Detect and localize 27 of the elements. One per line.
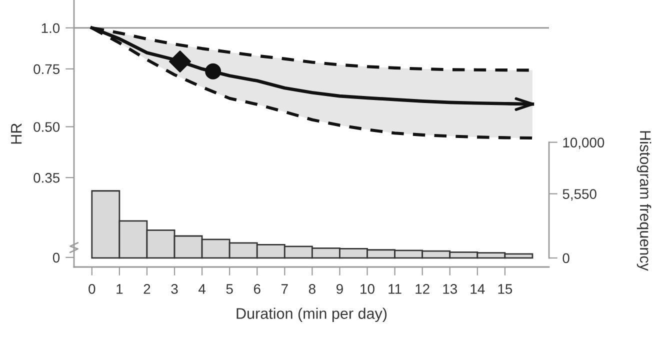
x-tick-label: 14 (470, 284, 485, 294)
y-tick-label: 1.0 (42, 23, 60, 34)
x-tick-label: 4 (198, 284, 206, 294)
x-tick-label: 10 (360, 284, 374, 294)
y2-tick-label: 10,000 (563, 138, 604, 150)
x-tick-label: 7 (282, 284, 288, 294)
y-axis-title: HR (11, 124, 22, 144)
x-tick-label: 3 (171, 284, 178, 294)
y2-tick-label: 0 (562, 253, 570, 264)
x-tick-label: 15 (498, 284, 512, 294)
x-axis-title: Duration (min per day) (236, 308, 387, 322)
x-tick-label: 0 (88, 284, 96, 294)
x-tick-label: 2 (144, 284, 150, 294)
y-tick-label: 0 (52, 252, 60, 263)
y-tick-label: 0.35 (34, 172, 60, 183)
x-tick-label: 1 (116, 284, 123, 294)
x-tick-label: 6 (254, 284, 260, 294)
y-tick-label: 0.50 (34, 122, 60, 132)
y-tick-label: 0.75 (34, 64, 60, 74)
x-tick-label: 13 (443, 284, 457, 294)
x-tick-label: 9 (336, 284, 343, 294)
x-tick-label: 8 (308, 284, 316, 294)
y2-axis-title: Histogram frequency (636, 131, 652, 271)
x-tick-label: 12 (416, 284, 430, 294)
x-tick-label: 11 (388, 284, 402, 294)
y2-tick-label: 5,550 (562, 189, 596, 201)
x-tick-label: 5 (226, 284, 233, 294)
